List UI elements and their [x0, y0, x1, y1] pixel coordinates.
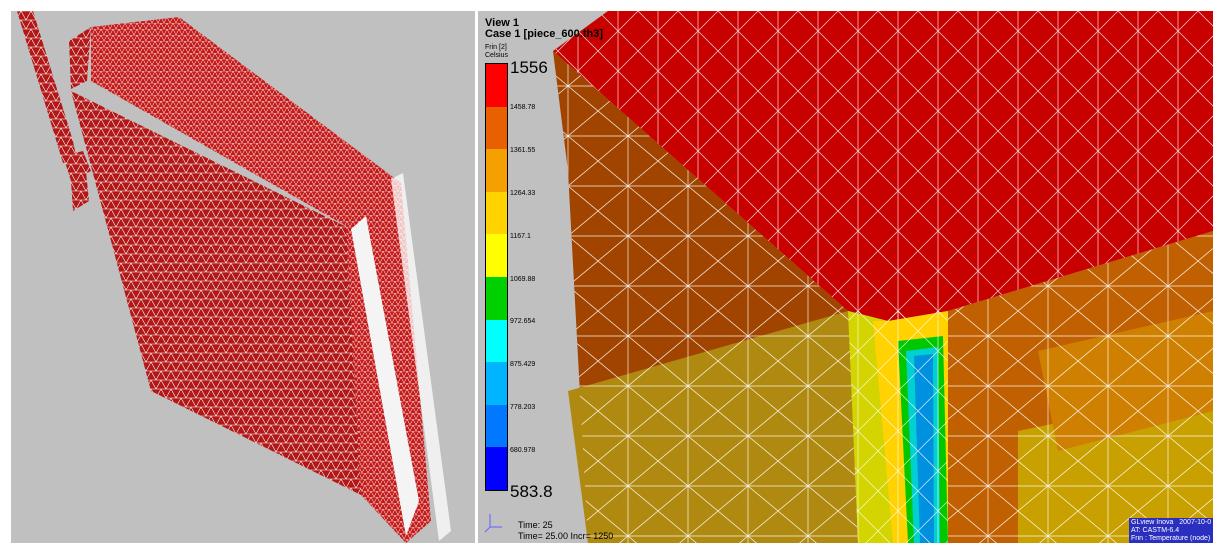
case-title: Case 1 [piece_600.th3] [485, 28, 604, 40]
time-values: Time= 25.00 Incr= 1250 [518, 531, 614, 541]
legend-tick: 1458.78 [510, 104, 536, 111]
temperature-contour-plot [553, 11, 1213, 543]
legend-tick: 875.429 [510, 361, 536, 368]
legend-color-bar [485, 63, 508, 491]
info-at: AT: CASTM-6.4 [1131, 527, 1180, 534]
legend-tick: 1264.33 [510, 190, 536, 197]
legend-tick: 1361.55 [510, 147, 536, 154]
time-label: Time: 25 [518, 520, 553, 530]
right-viewport[interactable]: View 1 Case 1 [piece_600.th3] Frin [2] C… [478, 11, 1213, 543]
legend-max-value: 1556 [510, 58, 548, 77]
view-title: View 1 [485, 17, 520, 29]
unit-label: Celsius [485, 52, 508, 59]
axis-triad-icon [484, 514, 502, 533]
left-viewport[interactable] [11, 11, 475, 543]
legend-min-value: 583.8 [510, 482, 553, 501]
variable-label: Frin [2] [485, 44, 507, 51]
legend-tick: 680.978 [510, 447, 536, 454]
info-box: GLview Inova 2007-10-03 AT: CASTM-6.4 Fr… [1129, 518, 1213, 543]
info-title: GLview Inova [1131, 519, 1174, 526]
legend-tick: 1167.1 [510, 233, 531, 240]
legend-tick: 1069.88 [510, 276, 536, 283]
legend-tick: 778.203 [510, 404, 536, 411]
mesh-model [17, 11, 451, 543]
info-frin: Frin : Temperature (node) [1131, 535, 1211, 542]
info-date: 2007-10-03 [1179, 519, 1211, 526]
legend-tick: 972.654 [510, 318, 536, 325]
